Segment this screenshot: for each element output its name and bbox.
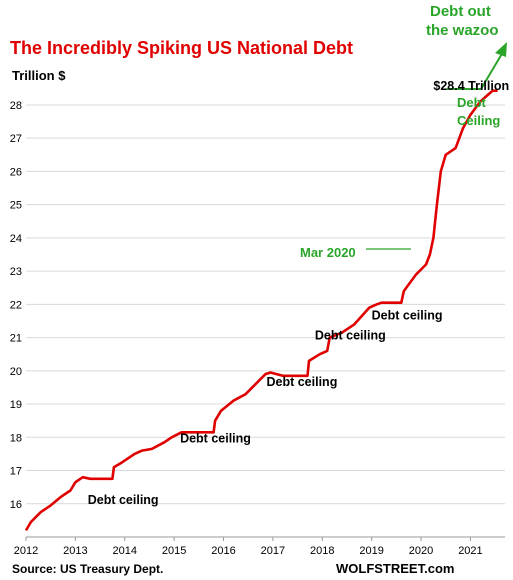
x-tick-2014: 2014 [113, 545, 137, 557]
y-tick-27: 27 [10, 133, 22, 145]
x-tick-2019: 2019 [359, 545, 383, 557]
y-tick-26: 26 [10, 166, 22, 178]
wazoo-label-line2: the wazoo [426, 22, 499, 39]
annotation-4: Debt ceiling [315, 328, 386, 342]
x-tick-2016: 2016 [211, 545, 235, 557]
debt-series-line [24, 89, 498, 532]
annotation-0: $28.4 Trillion [433, 79, 509, 93]
chart-title: The Incredibly Spiking US National Debt [10, 38, 353, 58]
annotation-2: Debt ceiling [180, 431, 251, 445]
y-tick-23: 23 [10, 266, 22, 278]
annotation-3: Debt ceiling [266, 375, 337, 389]
y-tick-20: 20 [10, 366, 22, 378]
brand-label: WOLFSTREET.com [336, 561, 454, 576]
x-tick-2013: 2013 [63, 545, 87, 557]
y-tick-21: 21 [10, 333, 22, 345]
grid-lines [26, 104, 505, 505]
x-tick-2012: 2012 [14, 545, 38, 557]
x-tick-2017: 2017 [261, 545, 285, 557]
y-tick-22: 22 [10, 299, 22, 311]
x-tick-2018: 2018 [310, 545, 334, 557]
arrow-head-icon [495, 42, 507, 57]
x-tick-2021: 2021 [458, 545, 482, 557]
y-axis-label: Trillion $ [12, 68, 66, 83]
annotations: $28.4 Trillion Debt ceiling Debt ceiling De… [88, 79, 509, 507]
source-label: Source: US Treasury Dept. [12, 562, 163, 576]
debt-ceiling-green-line2: Ceiling [457, 113, 500, 128]
annotation-5: Debt ceiling [372, 308, 443, 322]
y-tick-28: 28 [10, 100, 22, 112]
debt-ceiling-green-line1: Debt [457, 95, 487, 110]
y-tick-18: 18 [10, 432, 22, 444]
series-line [24, 89, 498, 532]
x-tick-2020: 2020 [409, 545, 433, 557]
y-tick-25: 25 [10, 200, 22, 212]
y-tick-labels: 16 17 18 19 20 21 22 23 24 25 26 27 28 [10, 100, 22, 511]
y-tick-16: 16 [10, 499, 22, 511]
y-tick-19: 19 [10, 399, 22, 411]
mar-2020-label: Mar 2020 [300, 245, 356, 260]
x-tick-2015: 2015 [162, 545, 186, 557]
debt-out-arrow [447, 51, 504, 90]
x-tick-labels: 2012 2013 2014 2015 2016 2017 2018 2019 2020 2021 [14, 537, 483, 557]
y-tick-24: 24 [10, 233, 22, 245]
y-tick-17: 17 [10, 466, 22, 478]
wazoo-label-line1: Debt out [430, 3, 491, 20]
annotation-1: Debt ceiling [88, 493, 159, 507]
